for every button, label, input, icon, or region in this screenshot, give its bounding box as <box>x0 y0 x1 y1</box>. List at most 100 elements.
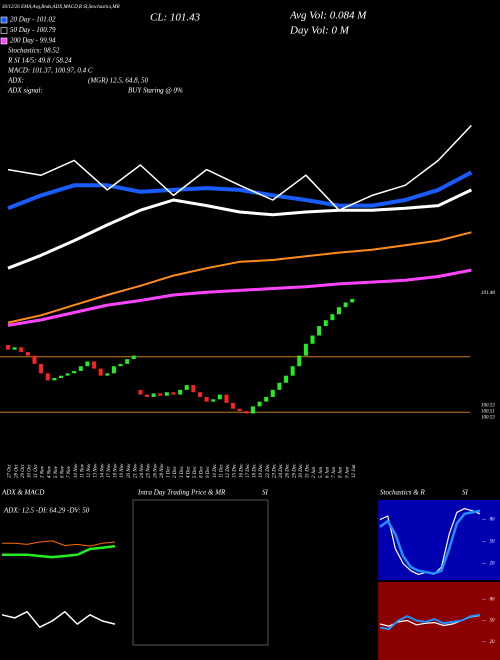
x-tick-label: 5 Nov <box>54 465 59 478</box>
x-tick-label: 24 Nov <box>140 463 145 478</box>
x-tick-label: 2 Jan <box>312 467 317 478</box>
legend-entry: 50 Day - 100.79 <box>10 26 56 34</box>
legend-swatch <box>0 16 8 24</box>
candle <box>330 314 335 321</box>
adx-value: (MGR) 12.5, 64.8, 50 <box>88 77 149 85</box>
panel-title: Intra Day Trading Price & MR <box>137 489 226 497</box>
x-tick-label: 6 Jan <box>325 467 330 478</box>
x-tick-label: 31 Oct <box>34 464 39 478</box>
candle <box>19 347 24 353</box>
x-tick-label: 8 Jan <box>339 467 344 478</box>
x-tick-label: 11 Nov <box>80 463 85 478</box>
x-tick-label: 22 Dec <box>266 463 271 478</box>
candle <box>237 408 242 412</box>
y-tick-label: 100.53 <box>481 415 495 420</box>
candle <box>78 366 83 371</box>
candle <box>217 394 222 400</box>
series-line <box>379 613 481 630</box>
candle <box>12 347 17 350</box>
candle <box>45 373 50 381</box>
y-tick-label: 101.48 <box>481 291 495 296</box>
y-tick-label: 100.51 <box>481 409 495 414</box>
x-tick-label: 29 Dec <box>292 463 297 478</box>
candle <box>92 361 97 369</box>
candle <box>85 361 90 367</box>
x-tick-label: 15 Dec <box>233 463 238 478</box>
x-tick-label: 25 Nov <box>147 463 152 478</box>
x-tick-label: 3 Dec <box>180 465 185 478</box>
candle <box>310 335 315 344</box>
candle <box>231 402 236 409</box>
candle <box>290 366 295 376</box>
candle <box>224 394 229 403</box>
panel-title: Stochastics & R <box>380 489 425 497</box>
x-tick-label: 7 Jan <box>332 467 337 478</box>
candle <box>297 355 302 367</box>
candle <box>98 368 103 376</box>
x-tick-label: 4 Dec <box>186 465 191 478</box>
candle <box>125 359 130 364</box>
x-tick-label: 29 Oct <box>21 464 26 478</box>
candle <box>323 320 328 327</box>
x-tick-label: 17 Nov <box>107 463 112 478</box>
y-tick-label: 80 <box>490 597 496 602</box>
y-tick-label: 20 <box>490 562 496 567</box>
x-tick-label: 1 Dec <box>167 465 172 478</box>
y-tick-label: 80 <box>490 518 496 523</box>
studies: 30/12/26 EMA,Avg,Bnds,ADX,MACD,R SI,Stoc… <box>2 5 120 10</box>
candle <box>158 393 163 396</box>
candle <box>191 385 196 393</box>
y-tick-label: 50 <box>490 619 496 624</box>
y-tick-label: 20 <box>490 640 496 645</box>
panel-label: SI <box>462 489 469 497</box>
rsi-info: R SI 14/5: 49.8 / 58.24 <box>7 57 72 65</box>
candle <box>58 375 63 379</box>
series-line <box>7 124 472 211</box>
candle <box>350 298 355 303</box>
x-tick-label: 11 Dec <box>219 463 224 478</box>
candle <box>164 392 169 396</box>
day-volume: Day Vol: 0 M <box>289 25 350 37</box>
x-tick-label: 26 Nov <box>153 463 158 478</box>
candle <box>284 375 289 383</box>
x-tick-label: 6 Nov <box>61 465 66 478</box>
x-tick-label: 23 Dec <box>272 463 277 478</box>
candle <box>277 382 282 390</box>
candle <box>211 399 216 402</box>
candle <box>303 343 308 356</box>
x-tick-label: 28 Nov <box>160 463 165 478</box>
x-tick-label: 31 Dec <box>306 463 311 478</box>
series-line <box>1 610 116 628</box>
x-tick-label: 30 Dec <box>299 463 304 478</box>
candle <box>317 326 322 336</box>
candle <box>65 373 70 376</box>
series-line <box>2 544 116 559</box>
x-tick-label: 9 Jan <box>345 467 350 478</box>
candle <box>257 401 262 407</box>
macd-info: MACD: 101.37, 100.97, 0.4 C <box>7 67 93 75</box>
x-tick-label: 12 Jan <box>352 464 357 478</box>
x-tick-label: 24 Dec <box>279 463 284 478</box>
legend-entry: 20 Day - 101.02 <box>10 16 56 24</box>
legend-swatch <box>0 27 8 34</box>
panel-label: ADX: 12.5 -DI: 64.29 -DV: 50 <box>3 507 90 515</box>
marks <box>0 124 481 630</box>
x-tick-label: 19 Dec <box>259 463 264 478</box>
panel-label: SI <box>262 489 269 497</box>
x-tick-label: 20 Nov <box>127 463 132 478</box>
x-tick-label: 13 Nov <box>94 463 99 478</box>
intraday-frame <box>132 499 269 646</box>
candle <box>111 366 116 374</box>
candle <box>250 406 255 414</box>
candle <box>171 392 176 395</box>
series-line <box>7 188 473 270</box>
candle <box>145 394 150 397</box>
candle <box>178 389 183 395</box>
x-tick-label: 28 Oct <box>14 464 19 478</box>
series-line <box>7 268 472 327</box>
x-tick-label: 8 Dec <box>200 465 205 478</box>
candle <box>138 389 143 395</box>
candle <box>204 396 209 402</box>
candle <box>39 363 44 374</box>
